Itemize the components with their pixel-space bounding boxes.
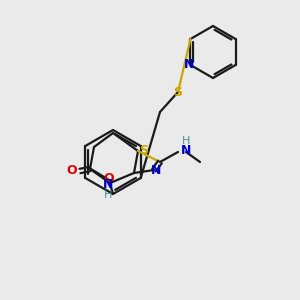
Text: N: N bbox=[151, 164, 161, 178]
Text: N: N bbox=[184, 58, 195, 71]
Text: H: H bbox=[104, 190, 112, 200]
Text: N: N bbox=[103, 178, 113, 191]
Text: O: O bbox=[104, 172, 114, 185]
Text: N: N bbox=[181, 145, 191, 158]
Text: O: O bbox=[67, 164, 77, 178]
Text: S: S bbox=[173, 85, 182, 98]
Text: H: H bbox=[182, 136, 190, 146]
Text: S: S bbox=[140, 145, 148, 158]
